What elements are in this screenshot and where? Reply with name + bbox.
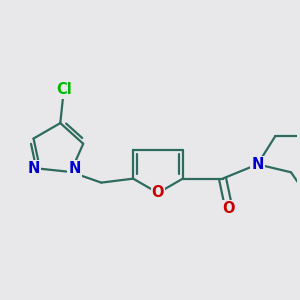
Text: O: O [223,201,235,216]
Text: Cl: Cl [56,82,72,97]
Text: N: N [27,161,40,176]
Text: N: N [251,157,264,172]
Text: N: N [68,161,81,176]
Text: O: O [152,185,164,200]
